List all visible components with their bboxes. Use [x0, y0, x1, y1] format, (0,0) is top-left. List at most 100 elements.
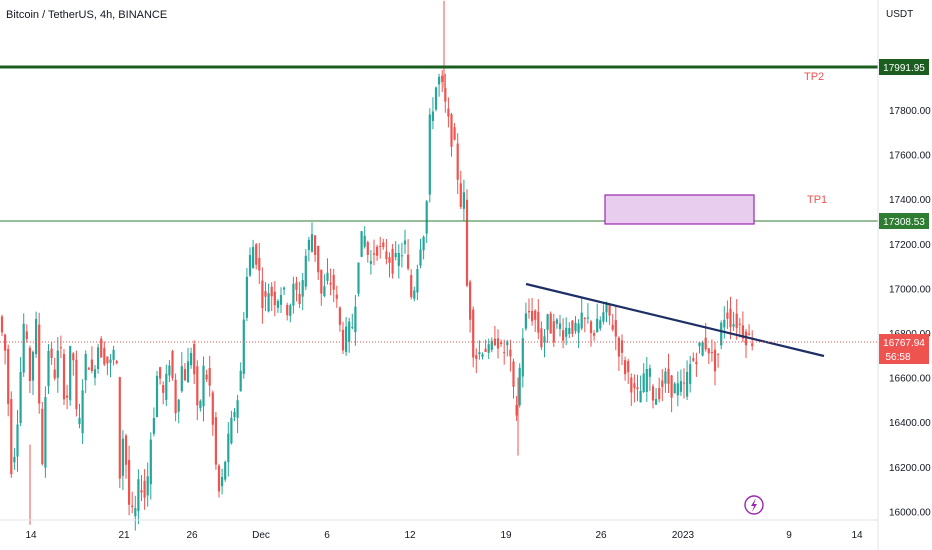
candle-body: [744, 331, 748, 346]
candle-body: [190, 353, 193, 366]
candle-body: [84, 354, 87, 381]
candle: [537, 299, 540, 340]
candle-body: [645, 368, 648, 392]
candle: [543, 328, 546, 358]
candle-body: [422, 236, 425, 251]
candle-body: [310, 234, 314, 252]
x-tick-labels: 14 21 26 Dec 6 12 19 26 2023 9 14: [25, 530, 863, 541]
candle-body: [329, 282, 332, 285]
candle-body: [651, 386, 655, 401]
candle: [558, 314, 562, 337]
candle: [214, 412, 217, 470]
candle-body: [537, 312, 540, 333]
candle: [363, 226, 366, 249]
candle-body: [152, 417, 155, 434]
candle-body: [56, 350, 59, 378]
candle-body: [624, 360, 627, 375]
candle-body: [258, 257, 261, 271]
candle-body: [633, 383, 636, 388]
candle-body: [106, 356, 109, 364]
y-tick-label: 17800.00: [889, 106, 931, 117]
candle: [540, 321, 543, 350]
candle-body: [382, 242, 385, 248]
candle: [19, 357, 22, 427]
candle-body: [503, 352, 506, 354]
candle-body: [689, 364, 692, 384]
y-tick-label: 16200.00: [889, 463, 931, 474]
candle: [655, 388, 658, 406]
candle: [465, 189, 469, 288]
candle-body: [177, 399, 180, 412]
candle: [509, 339, 512, 372]
candle-body: [357, 262, 360, 294]
candle-body: [562, 330, 565, 341]
candle: [366, 240, 369, 263]
candle: [53, 357, 56, 381]
candle-body: [44, 397, 47, 468]
candle: [128, 445, 131, 516]
candle-body: [28, 347, 31, 382]
candle: [196, 360, 199, 421]
candle: [692, 352, 695, 363]
candle: [670, 374, 673, 413]
candle: [199, 399, 202, 412]
candle-body: [4, 334, 7, 351]
candle-body: [723, 319, 726, 328]
candle-body: [441, 75, 444, 82]
candle-body: [196, 366, 199, 406]
candle: [695, 352, 698, 377]
candle: [208, 355, 211, 397]
alert-icon[interactable]: [744, 495, 764, 515]
candle: [407, 239, 410, 271]
candle-body: [289, 305, 292, 316]
candle: [357, 262, 360, 297]
candle: [686, 360, 689, 400]
candle-body: [372, 253, 376, 255]
candle-body: [565, 327, 568, 337]
candle: [624, 356, 627, 381]
candle: [143, 469, 146, 510]
candle-body: [283, 287, 286, 290]
candle-body: [407, 254, 410, 269]
candle-body: [155, 375, 159, 418]
candle: [400, 242, 403, 268]
candle-body: [620, 340, 624, 353]
candle-body: [304, 255, 307, 287]
candle: [66, 384, 69, 410]
candle-body: [732, 324, 735, 327]
candle: [748, 324, 751, 336]
candle: [348, 317, 351, 353]
time-axis[interactable]: 14 21 26 Dec 6 12 19 26 2023 9 14: [0, 519, 878, 541]
candle: [599, 316, 602, 331]
candle-body: [183, 369, 186, 381]
candle-body: [512, 361, 515, 387]
candle: [320, 269, 323, 306]
candle: [81, 379, 84, 445]
trend-line[interactable]: [525, 282, 825, 358]
candle: [100, 336, 103, 358]
candle: [10, 391, 13, 478]
candle-body: [465, 199, 469, 286]
candle-body: [394, 253, 397, 258]
candle: [248, 247, 252, 277]
candle-body: [50, 348, 53, 358]
candle-body: [230, 417, 233, 444]
candle: [180, 352, 183, 393]
candle: [379, 236, 382, 259]
candle-body: [453, 127, 456, 140]
target-zone[interactable]: [604, 194, 755, 225]
candle-body: [149, 439, 152, 485]
candle-body: [524, 313, 527, 329]
candle: [503, 339, 506, 365]
candle: [639, 375, 642, 403]
candle-body: [323, 286, 326, 296]
x-tick-label: 12: [404, 530, 416, 541]
candle: [593, 330, 596, 341]
candle-body: [59, 347, 62, 349]
candle: [186, 348, 190, 383]
price-axis[interactable]: 16000.0016200.0016400.0016600.0016800.00…: [877, 0, 931, 550]
candle: [16, 409, 19, 472]
candle: [255, 242, 258, 270]
candle: [475, 348, 478, 374]
